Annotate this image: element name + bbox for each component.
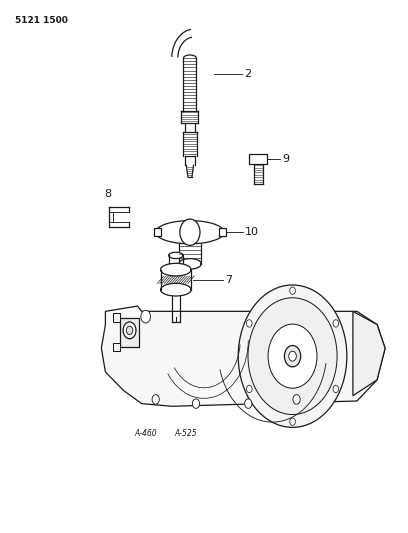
Circle shape [290,287,295,294]
Polygon shape [353,311,385,395]
Circle shape [248,298,337,415]
Circle shape [290,418,295,425]
Circle shape [246,320,252,327]
Text: A-525: A-525 [175,429,197,438]
Polygon shape [179,259,201,269]
Circle shape [180,219,200,245]
Circle shape [123,322,136,339]
Bar [113,343,120,351]
Circle shape [141,310,151,323]
Polygon shape [154,228,160,237]
Text: 2: 2 [244,69,251,79]
Circle shape [246,385,252,393]
Polygon shape [160,263,191,276]
Polygon shape [160,284,191,296]
Text: 7: 7 [225,274,233,285]
Text: 10: 10 [245,227,259,237]
Circle shape [126,326,133,335]
Circle shape [333,320,339,327]
Polygon shape [169,252,183,259]
Circle shape [238,285,347,427]
Circle shape [245,399,252,408]
Circle shape [268,324,317,388]
Text: 8: 8 [104,189,111,199]
Polygon shape [156,221,224,244]
Bar [120,318,139,347]
Text: A-460: A-460 [134,429,157,438]
Polygon shape [219,228,226,237]
Polygon shape [101,306,385,406]
Circle shape [293,394,300,404]
Circle shape [152,394,160,404]
Text: 5121 1500: 5121 1500 [15,16,68,25]
Circle shape [289,351,296,361]
Bar [249,154,267,164]
Circle shape [333,385,339,393]
Bar [113,313,120,322]
Circle shape [192,399,200,408]
Circle shape [284,345,301,367]
Text: 9: 9 [282,154,290,164]
